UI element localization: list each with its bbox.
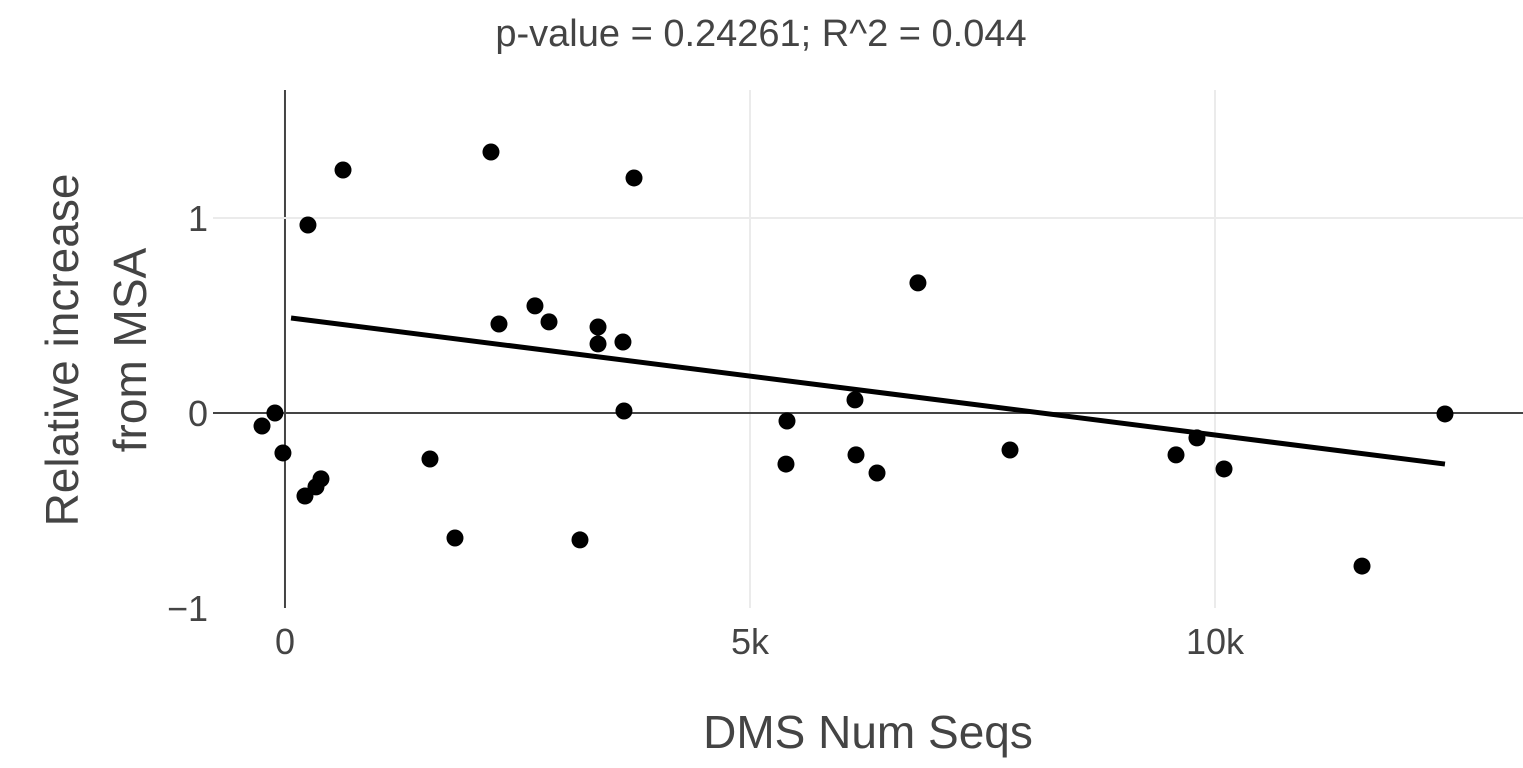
- data-point: [847, 446, 865, 464]
- data-point: [846, 391, 864, 409]
- x-axis-label: DMS Num Seqs: [703, 706, 1033, 758]
- x-tick-label: 0: [275, 621, 295, 662]
- y-tick-label: 0: [188, 393, 208, 434]
- data-point: [266, 404, 284, 422]
- data-point: [614, 333, 632, 351]
- data-point: [526, 297, 544, 315]
- data-point: [1215, 460, 1233, 478]
- data-point: [571, 531, 589, 549]
- data-point: [334, 161, 352, 179]
- data-point: [421, 450, 439, 468]
- trend-line: [290, 315, 1446, 467]
- y-tick-label: −1: [167, 588, 208, 629]
- x-tick-label: 5k: [731, 621, 770, 662]
- data-point: [777, 455, 795, 473]
- data-point: [490, 315, 508, 333]
- data-point: [1167, 446, 1185, 464]
- data-point: [778, 412, 796, 430]
- data-point: [312, 470, 330, 488]
- data-point: [274, 444, 292, 462]
- data-point: [589, 318, 607, 336]
- data-point: [446, 529, 464, 547]
- data-point: [482, 143, 500, 161]
- y-axis-label-line2: from MSA: [104, 247, 156, 452]
- data-point: [299, 216, 317, 234]
- data-point: [868, 464, 886, 482]
- data-point: [1436, 405, 1454, 423]
- data-point: [540, 313, 558, 331]
- data-point: [625, 169, 643, 187]
- data-point: [589, 335, 607, 353]
- y-tick-label: 1: [188, 198, 208, 239]
- data-point: [909, 274, 927, 292]
- data-point: [1188, 429, 1206, 447]
- data-point: [1353, 557, 1371, 575]
- chart-title: p-value = 0.24261; R^2 = 0.044: [495, 13, 1026, 55]
- data-point: [1001, 441, 1019, 459]
- data-point: [253, 417, 271, 435]
- data-point: [615, 402, 633, 420]
- y-axis-label-line1: Relative increase: [36, 174, 88, 527]
- x-tick-label: 10k: [1186, 621, 1245, 662]
